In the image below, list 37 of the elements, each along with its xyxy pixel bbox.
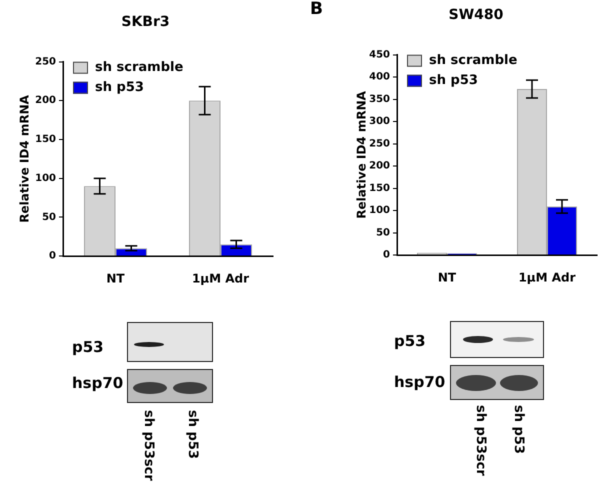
y-tick-label: 150 (35, 134, 56, 146)
chart-title: SKBr3 (121, 14, 170, 30)
y-tick-label: 100 (369, 205, 390, 216)
y-tick-label: 350 (369, 94, 390, 105)
chart-title: SW480 (448, 7, 504, 24)
y-tick-label: 450 (369, 49, 390, 60)
text: sh p53scr (472, 405, 488, 476)
text: sh p53 (184, 410, 200, 459)
x-tick-label: NT (438, 270, 457, 284)
y-tick-label: 50 (42, 212, 56, 223)
y-tick-label: 150 (369, 182, 390, 194)
y-tick-label: 0 (49, 250, 56, 262)
legend-label: sh p53 (95, 80, 144, 96)
text: hsp70 (394, 373, 446, 391)
y-tick-label: 50 (376, 227, 390, 238)
y-tick-label: 300 (369, 116, 390, 128)
y-tick-label: 200 (35, 95, 56, 106)
y-tick-label: 250 (369, 138, 390, 150)
text: sh p53scr (140, 410, 156, 481)
legend-label: sh p53 (429, 73, 478, 88)
text: p53 (72, 338, 104, 356)
y-tick-label: 250 (35, 56, 56, 68)
y-axis-title: Relative ID4 mRNA (17, 94, 32, 223)
x-tick-label: 1μM Adr (518, 270, 576, 284)
y-axis-title: Relative ID4 mRNA (354, 90, 368, 219)
x-tick-label: NT (106, 271, 126, 286)
y-tick-label: 200 (369, 160, 390, 172)
y-tick-label: 0 (383, 250, 390, 261)
x-tick-label: 1μM Adr (192, 271, 250, 286)
y-tick-label: 100 (35, 172, 56, 184)
text: sh p53 (510, 405, 526, 454)
y-tick-label: 400 (369, 72, 390, 83)
text: B (310, 0, 323, 19)
text: hsp70 (72, 374, 124, 392)
legend-label: sh scramble (95, 60, 184, 76)
text: p53 (394, 332, 426, 350)
legend-label: sh scramble (429, 53, 518, 68)
